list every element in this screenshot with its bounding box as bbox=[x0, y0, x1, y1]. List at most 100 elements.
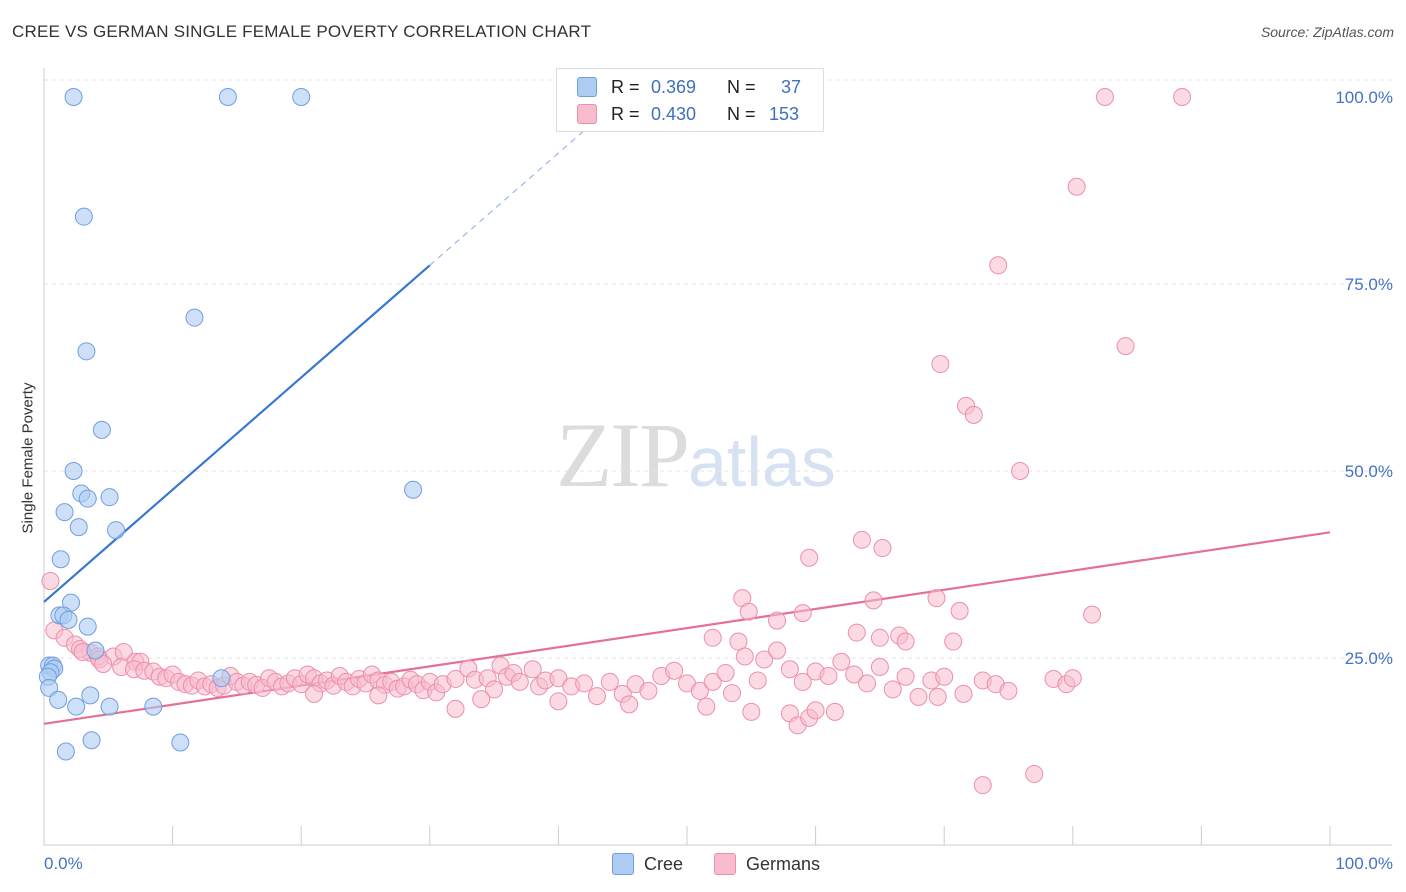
german-point bbox=[847, 623, 866, 642]
legend-item-germans[interactable]: Germans bbox=[714, 853, 820, 875]
german-point bbox=[1067, 177, 1086, 196]
german-point bbox=[716, 663, 735, 682]
cree-point bbox=[82, 731, 101, 750]
legend-r-label: R = bbox=[611, 76, 640, 97]
watermark-logo: ZIPatlas bbox=[556, 402, 836, 508]
legend-r-value: 0.430 bbox=[651, 103, 697, 124]
gridlines bbox=[44, 79, 1392, 659]
german-point bbox=[1063, 669, 1082, 688]
german-point bbox=[950, 601, 969, 620]
watermark-atlas: atlas bbox=[688, 423, 836, 501]
cree-point bbox=[212, 669, 231, 688]
german-point bbox=[600, 672, 619, 691]
german-point bbox=[665, 661, 684, 680]
cree-trend-extension bbox=[429, 130, 585, 266]
cree-point bbox=[107, 521, 126, 540]
german-point bbox=[793, 604, 812, 623]
german-point bbox=[928, 687, 947, 706]
german-point bbox=[954, 684, 973, 703]
cree-point bbox=[78, 489, 97, 508]
legend-n-label: N = bbox=[727, 76, 756, 97]
german-point bbox=[369, 686, 388, 705]
legend-swatch-cree bbox=[612, 853, 634, 875]
german-point bbox=[768, 611, 787, 630]
cree-point bbox=[51, 550, 70, 569]
cree-point bbox=[218, 88, 237, 106]
cree-point bbox=[144, 697, 163, 716]
german-point bbox=[931, 355, 950, 374]
german-point bbox=[973, 776, 992, 795]
german-point bbox=[697, 697, 716, 716]
german-point bbox=[523, 660, 542, 679]
german-point bbox=[549, 692, 568, 711]
german-point bbox=[873, 539, 892, 558]
german-point bbox=[896, 667, 915, 686]
cree-point bbox=[40, 678, 59, 697]
x-tick-label: 100.0% bbox=[1335, 854, 1393, 873]
german-point bbox=[94, 654, 113, 673]
german-point bbox=[780, 660, 799, 679]
german-point bbox=[870, 628, 889, 647]
german-point bbox=[1173, 88, 1192, 106]
cree-point bbox=[67, 697, 86, 716]
german-point bbox=[825, 702, 844, 721]
cree-point bbox=[55, 503, 74, 522]
cree-point bbox=[77, 342, 96, 361]
legend-label-cree: Cree bbox=[644, 853, 684, 874]
german-point bbox=[1095, 88, 1114, 106]
cree-point bbox=[185, 308, 204, 327]
tick-labels: 25.0% 50.0% 75.0% 100.0% 0.0% 100.0% bbox=[44, 88, 1393, 873]
legend-item-cree[interactable]: Cree bbox=[612, 853, 683, 875]
german-point bbox=[870, 657, 889, 676]
axes bbox=[43, 68, 1392, 846]
legend-row-cree: R = 0.369 N = 37 bbox=[577, 75, 801, 99]
legend-n-value: 37 bbox=[781, 76, 802, 97]
german-point bbox=[41, 571, 60, 590]
cree-point bbox=[69, 518, 88, 537]
german-point bbox=[587, 687, 606, 706]
data-points bbox=[38, 88, 1192, 795]
german-point bbox=[620, 695, 639, 714]
x-tick-label: 0.0% bbox=[44, 854, 83, 873]
german-point bbox=[845, 665, 864, 684]
cree-point bbox=[171, 733, 190, 752]
legend-row-germans: R = 0.430 N = 153 bbox=[577, 102, 799, 126]
cree-point bbox=[86, 641, 105, 660]
cree-point bbox=[100, 488, 119, 507]
german-point bbox=[768, 641, 787, 660]
german-point bbox=[800, 548, 819, 567]
german-point bbox=[735, 647, 754, 666]
cree-point bbox=[64, 462, 83, 480]
german-point bbox=[1025, 764, 1044, 783]
german-point bbox=[755, 650, 774, 669]
cree-point bbox=[78, 617, 97, 636]
cree-point bbox=[49, 690, 68, 709]
legend-n-value: 153 bbox=[769, 103, 800, 124]
german-point bbox=[690, 681, 709, 700]
german-point bbox=[639, 681, 658, 700]
legend-r-value: 0.369 bbox=[651, 76, 697, 97]
german-point bbox=[485, 680, 504, 699]
legend-n-label: N = bbox=[727, 103, 756, 124]
legend-swatch-germans bbox=[577, 104, 597, 124]
german-point bbox=[446, 699, 465, 718]
legend-r-label: R = bbox=[611, 103, 640, 124]
german-point bbox=[806, 701, 825, 720]
german-point bbox=[927, 589, 946, 608]
german-point bbox=[819, 666, 838, 685]
german-point bbox=[575, 674, 594, 693]
y-tick-label: 100.0% bbox=[1335, 88, 1393, 107]
german-point bbox=[723, 684, 742, 703]
german-point bbox=[852, 530, 871, 549]
german-point bbox=[909, 687, 928, 706]
german-point bbox=[305, 684, 324, 703]
german-point bbox=[944, 632, 963, 651]
german-point bbox=[858, 674, 877, 693]
german-point bbox=[999, 681, 1018, 700]
german-point bbox=[896, 632, 915, 651]
cree-point bbox=[100, 697, 119, 716]
german-point bbox=[832, 652, 851, 671]
cree-point bbox=[56, 742, 75, 761]
cree-point bbox=[404, 480, 423, 499]
